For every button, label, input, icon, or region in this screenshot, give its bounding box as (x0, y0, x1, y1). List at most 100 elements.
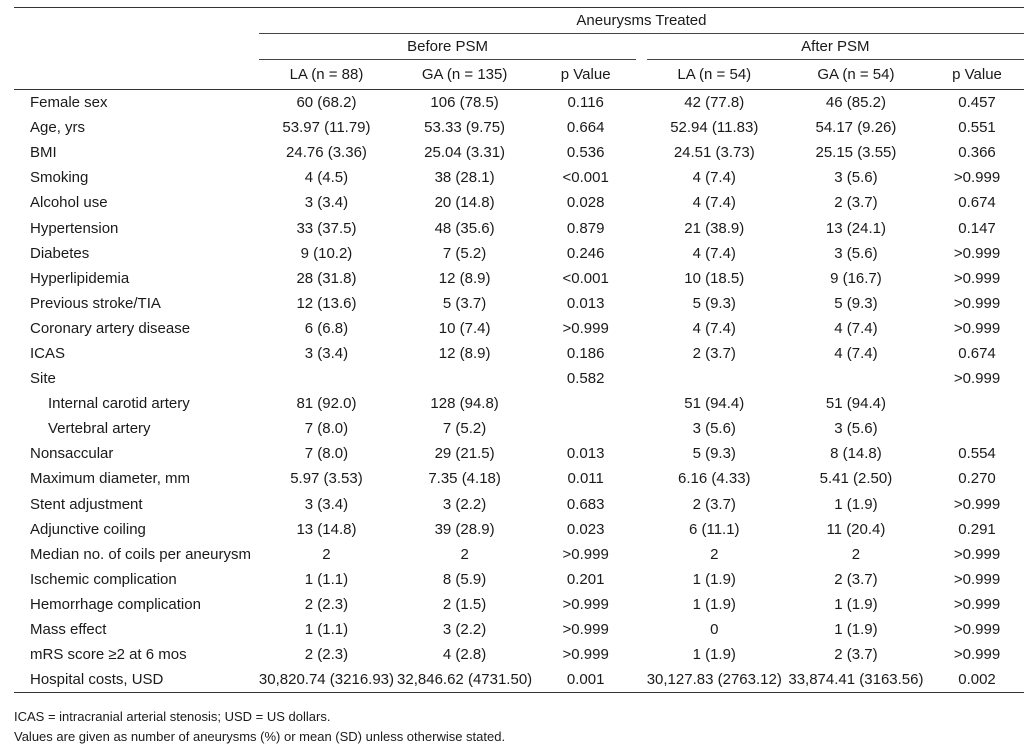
table-cell: 81 (92.0) (296, 395, 357, 413)
table-cell: 33,874.41 (3163.56) (781, 667, 931, 694)
table-cell: 12 (13.6) (296, 294, 357, 312)
column-header: p Value (535, 59, 637, 90)
table-cell: 3 (3.4) (304, 194, 349, 212)
row-label: Hypertension (30, 219, 119, 237)
column-gap (636, 391, 647, 416)
table-cell: 30,127.83 (2763.12) (646, 667, 782, 694)
table-cell: 0.291 (958, 520, 996, 538)
table-cell: 0 (710, 621, 719, 639)
table-row: BMI 24.76 (3.36) 25.04 (3.31) 0.536 24.51 (3… (14, 140, 1024, 165)
table-cell: 30,820.74 (3216.93) (258, 667, 395, 694)
row-label: Hemorrhage complication (30, 595, 201, 613)
table-row: Previous stroke/TIA 12 (13.6) 5 (3.7) 0.013… (14, 291, 1024, 316)
table-row: Female sex 60 (68.2) 106 (78.5) 0.116 42 (77… (14, 90, 1024, 116)
column-gap (636, 140, 647, 165)
table-cell: 4 (7.4) (692, 244, 736, 262)
table-cell: 0.001 (535, 667, 637, 694)
table-cell: 38 (28.1) (434, 169, 495, 187)
table-cell: 106 (78.5) (430, 94, 499, 112)
row-label: BMI (30, 144, 57, 162)
table-row: Maximum diameter, mm 5.97 (3.53) 7.35 (4.1… (14, 466, 1024, 491)
table-cell (930, 391, 1024, 416)
table-cell: 33 (37.5) (296, 219, 357, 237)
table-cell: 3 (5.6) (834, 420, 878, 438)
table-row: Hemorrhage complication 2 (2.3) 2 (1.5) >0.… (14, 592, 1024, 617)
table-cell (930, 416, 1024, 441)
table-cell: 0.664 (566, 119, 605, 137)
row-label: Female sex (30, 94, 108, 112)
table-cell: 42 (77.8) (684, 94, 745, 112)
table-row: Diabetes 9 (10.2) 7 (5.2) 0.246 4 (7.4) 3 (5.… (14, 241, 1024, 266)
table-cell: 2 (710, 545, 719, 563)
table-cell: 0.246 (566, 244, 605, 262)
table-row: mRS score ≥2 at 6 mos 2 (2.3) 4 (2.8) >0.99… (14, 642, 1024, 667)
row-label: Maximum diameter, mm (30, 470, 191, 488)
table-cell: 7 (8.0) (304, 420, 349, 438)
table-cell: 0.116 (567, 94, 604, 112)
column-gap (636, 291, 647, 316)
table-row: Coronary artery disease 6 (6.8) 10 (7.4) >0… (14, 316, 1024, 341)
table-cell: 6.16 (4.33) (677, 470, 751, 488)
column-gap (636, 241, 647, 266)
table-cell: 0.201 (566, 570, 605, 588)
table-cell: 2 (3.7) (834, 646, 878, 664)
table-cell: 5 (9.3) (834, 294, 878, 312)
table-row: Site 0.582 >0.999 (14, 366, 1024, 391)
table-cell: 0.270 (958, 470, 996, 488)
table-cell (394, 366, 535, 391)
table-cell: >0.999 (953, 169, 1001, 187)
table-row: Hypertension 33 (37.5) 48 (35.6) 0.879 21 (3… (14, 215, 1024, 240)
row-label: Mass effect (30, 621, 107, 639)
table-cell: 10 (7.4) (438, 319, 491, 337)
table-cell: 3 (3.4) (304, 495, 349, 513)
table-cell: 12 (8.9) (438, 344, 491, 362)
table-cell (782, 366, 930, 391)
row-label: Internal carotid artery (48, 395, 190, 413)
column-gap (636, 542, 647, 567)
row-label: mRS score ≥2 at 6 mos (30, 646, 187, 664)
results-table: Aneurysms Treated Before PSM After PSM L… (14, 7, 1024, 694)
table-cell: 4 (4.5) (304, 169, 349, 187)
column-gap (636, 190, 647, 215)
table-cell: 2 (851, 545, 861, 563)
row-label: ICAS (30, 344, 66, 362)
column-gap (636, 567, 647, 592)
table-cell: 4 (7.4) (834, 319, 878, 337)
table-cell: >0.999 (953, 646, 1001, 664)
table-cell: >0.999 (953, 621, 1001, 639)
table-row: Ischemic complication 1 (1.1) 8 (5.9) 0.201… (14, 567, 1024, 592)
table-cell: 32,846.62 (4731.50) (394, 667, 536, 694)
table-cell: 0.536 (566, 144, 605, 162)
table-cell: 1 (1.1) (304, 621, 349, 639)
table-cell: 9 (16.7) (830, 269, 882, 287)
table-cell: 1 (1.9) (692, 595, 736, 613)
column-header: GA (n = 54) (781, 59, 931, 90)
table-cell: 11 (20.4) (826, 520, 886, 538)
table-cell: 0.457 (958, 94, 996, 112)
table-row: Vertebral artery 7 (8.0) 7 (5.2) 3 (5.6) 3 (… (14, 416, 1024, 441)
table-cell: 3 (2.2) (442, 621, 487, 639)
table-cell: 1 (1.9) (834, 495, 878, 513)
table-cell: >0.999 (562, 595, 609, 613)
table-cell: 39 (28.9) (434, 520, 495, 538)
table-cell: >0.999 (562, 545, 609, 563)
table-row: Age, yrs 53.97 (11.79) 53.33 (9.75) 0.664 52… (14, 115, 1024, 140)
table-header: Aneurysms Treated Before PSM After PSM L… (14, 7, 1024, 90)
row-label: Age, yrs (30, 119, 86, 137)
table-cell: 0.674 (958, 344, 996, 362)
table-cell: 3 (5.6) (834, 244, 878, 262)
table-cell (535, 391, 636, 416)
table-row: Adjunctive coiling 13 (14.8) 39 (28.9) 0.02… (14, 517, 1024, 542)
column-gap (636, 466, 647, 491)
table-cell (259, 366, 394, 391)
table-cell: 52.94 (11.83) (670, 119, 759, 137)
column-gap (636, 441, 647, 466)
table-cell: 4 (2.8) (442, 646, 487, 664)
column-gap (636, 316, 647, 341)
footnote: ICAS = intracranial arterial stenosis; U… (14, 709, 331, 724)
table-row: Hyperlipidemia 28 (31.8) 12 (8.9) <0.001 10 … (14, 266, 1024, 291)
row-label: Site (30, 370, 56, 388)
table-cell: 20 (14.8) (434, 194, 495, 212)
table-cell: 7 (5.2) (442, 244, 487, 262)
table-row: Internal carotid artery 81 (92.0) 128 (94.… (14, 391, 1024, 416)
